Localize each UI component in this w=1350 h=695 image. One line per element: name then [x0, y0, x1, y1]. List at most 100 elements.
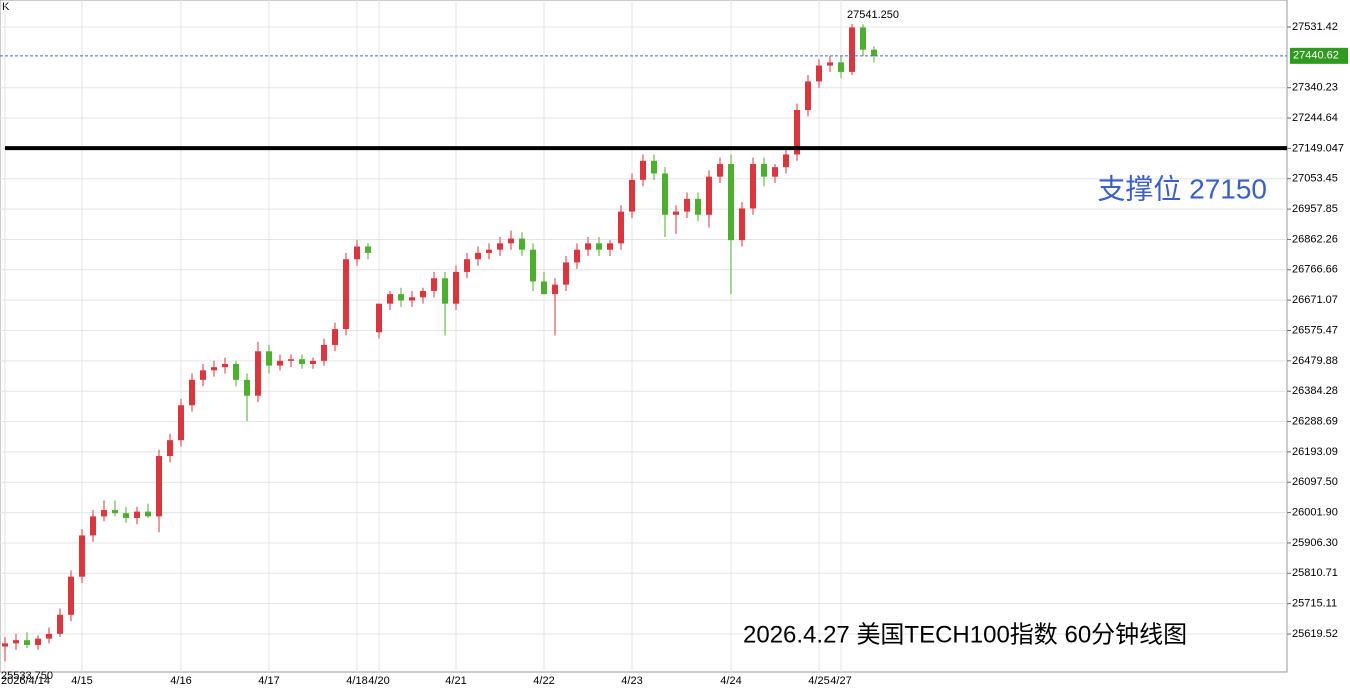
candle-body — [684, 198, 690, 212]
x-tick-label: 4/16 — [170, 675, 191, 687]
x-tick-label: 4/21 — [445, 675, 466, 687]
high-label: 27541.250 — [847, 9, 899, 21]
candle-body — [497, 243, 503, 250]
candle-body — [816, 65, 822, 82]
candle-body — [156, 456, 162, 517]
candle-body — [761, 163, 767, 177]
candle-body — [112, 510, 118, 514]
candle-body — [420, 290, 426, 298]
plot-frame — [0, 0, 1288, 673]
candle-body — [387, 294, 393, 304]
candle-body — [805, 81, 811, 111]
candle-body — [706, 176, 712, 215]
current-price-box — [1290, 47, 1348, 64]
x-tick-label: 4/25 — [808, 675, 829, 687]
y-tick-label: 27244.64 — [1292, 112, 1338, 124]
y-tick-label: 26862.26 — [1292, 233, 1338, 245]
candle-body — [255, 351, 261, 396]
candle-body — [475, 252, 481, 260]
candle-body — [618, 211, 624, 244]
candle-body — [651, 160, 657, 174]
candle-body — [728, 163, 734, 241]
y-tick-label: 26001.90 — [1292, 507, 1338, 519]
y-tick-label: 26384.28 — [1292, 385, 1338, 397]
candle-body — [68, 576, 74, 615]
candle-body — [552, 284, 558, 295]
candle-body — [101, 510, 107, 517]
candle-body — [13, 640, 19, 644]
candle-body — [849, 27, 855, 72]
y-tick-label: 26766.66 — [1292, 264, 1338, 276]
candle-body — [90, 516, 96, 536]
candle-body — [574, 249, 580, 263]
candle-body — [277, 360, 283, 366]
candle-body — [354, 246, 360, 260]
candle-body — [343, 259, 349, 330]
candle-body — [134, 511, 140, 518]
candle-body — [2, 643, 8, 647]
candle-body — [409, 297, 415, 301]
support-label: 支撑位 27150 — [1097, 173, 1267, 204]
candle-body — [629, 179, 635, 212]
candle-body — [607, 243, 613, 250]
candle-body — [233, 363, 239, 380]
x-tick-label: 4/18 — [346, 675, 367, 687]
caption: 2026.4.27 美国TECH100指数 60分钟线图 — [743, 621, 1187, 648]
candle-body — [365, 246, 371, 253]
current-price-label: 27440.62 — [1293, 50, 1339, 62]
x-tick-label: 4/27 — [830, 675, 851, 687]
candle-body — [189, 379, 195, 406]
y-tick-label: 27340.23 — [1292, 82, 1338, 94]
candle-body — [508, 238, 514, 244]
candle-body — [783, 154, 789, 168]
candle-body — [662, 173, 668, 215]
candle-body — [211, 367, 217, 371]
y-tick-label: 27149.047 — [1292, 142, 1344, 154]
candle-body — [79, 535, 85, 577]
x-tick-label: 4/20 — [368, 675, 389, 687]
candle-body — [376, 303, 382, 333]
y-tick-label: 26479.88 — [1292, 355, 1338, 367]
y-tick-label: 26193.09 — [1292, 446, 1338, 458]
candle-body — [717, 163, 723, 177]
candle-body — [772, 167, 778, 177]
x-tick-label: 4/17 — [258, 675, 279, 687]
candle-body — [464, 259, 470, 272]
y-tick-label: 26288.69 — [1292, 415, 1338, 427]
candle-body — [640, 160, 646, 180]
y-tick-label: 26097.50 — [1292, 476, 1338, 488]
y-tick-label: 25715.11 — [1292, 598, 1337, 610]
candle-body — [299, 359, 305, 364]
candle-body — [288, 359, 294, 361]
candle-body — [750, 163, 756, 209]
candle-body — [266, 351, 272, 366]
low-label: 25533.750 — [1, 670, 53, 682]
y-tick-label: 26957.85 — [1292, 203, 1338, 215]
candle-body — [398, 294, 404, 301]
candle-body — [178, 405, 184, 441]
y-tick-label: 25810.71 — [1292, 567, 1338, 579]
candle-body — [673, 211, 679, 215]
candle-body — [519, 238, 525, 250]
candle-body — [123, 513, 129, 518]
candle-body — [24, 640, 30, 645]
candle-body — [596, 243, 602, 250]
candle-body — [321, 344, 327, 361]
candle-body — [695, 198, 701, 215]
candle-body — [794, 110, 800, 155]
candle-body — [431, 278, 437, 291]
candle-body — [541, 281, 547, 295]
candle-body — [46, 633, 52, 639]
candle-body — [585, 243, 591, 250]
candle-body — [442, 278, 448, 304]
y-tick-label: 26575.47 — [1292, 324, 1338, 336]
y-tick-label: 26671.07 — [1292, 294, 1338, 306]
candle-body — [57, 614, 63, 634]
candle-body — [838, 62, 844, 72]
candle-body — [486, 249, 492, 253]
candle-body — [244, 379, 250, 396]
candle-body — [453, 271, 459, 304]
candle-body — [827, 62, 833, 66]
